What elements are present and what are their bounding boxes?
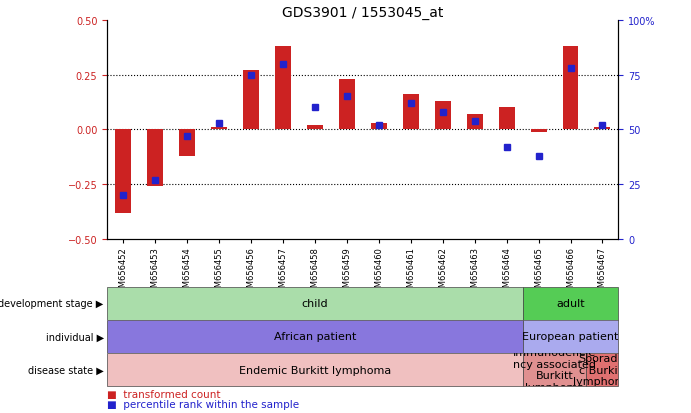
Bar xyxy=(339,80,354,130)
Bar xyxy=(522,320,618,353)
Bar xyxy=(562,47,578,130)
Bar xyxy=(403,95,419,130)
Text: African patient: African patient xyxy=(274,332,356,342)
Text: adult: adult xyxy=(556,299,585,309)
Text: disease state ▶: disease state ▶ xyxy=(28,365,104,375)
Text: child: child xyxy=(301,299,328,309)
Bar xyxy=(275,47,291,130)
Bar xyxy=(147,130,163,187)
Bar xyxy=(594,128,610,130)
Bar xyxy=(179,130,195,157)
Bar xyxy=(307,126,323,130)
Text: Sporadic
c Burkitt
lymphoma: Sporadic c Burkitt lymphoma xyxy=(573,353,632,386)
Bar xyxy=(587,353,618,386)
Text: ■  percentile rank within the sample: ■ percentile rank within the sample xyxy=(107,399,299,409)
Bar xyxy=(466,115,482,130)
Text: development stage ▶: development stage ▶ xyxy=(0,299,104,309)
Text: ■  transformed count: ■ transformed count xyxy=(107,389,220,399)
Text: individual ▶: individual ▶ xyxy=(46,332,104,342)
Bar xyxy=(522,353,587,386)
Bar xyxy=(531,130,547,132)
Bar xyxy=(371,123,387,130)
Text: Immunodeficie
ncy associated
Burkitt
lymphoma: Immunodeficie ncy associated Burkitt lym… xyxy=(513,347,596,392)
Bar xyxy=(211,128,227,130)
Text: Endemic Burkitt lymphoma: Endemic Burkitt lymphoma xyxy=(238,365,391,375)
Bar xyxy=(522,287,618,320)
Bar xyxy=(107,320,522,353)
Bar xyxy=(435,102,451,130)
Bar xyxy=(107,287,522,320)
Title: GDS3901 / 1553045_at: GDS3901 / 1553045_at xyxy=(282,6,444,20)
Bar xyxy=(243,71,259,130)
Bar xyxy=(499,108,515,130)
Bar xyxy=(115,130,131,213)
Text: European patient: European patient xyxy=(522,332,618,342)
Bar xyxy=(107,353,522,386)
